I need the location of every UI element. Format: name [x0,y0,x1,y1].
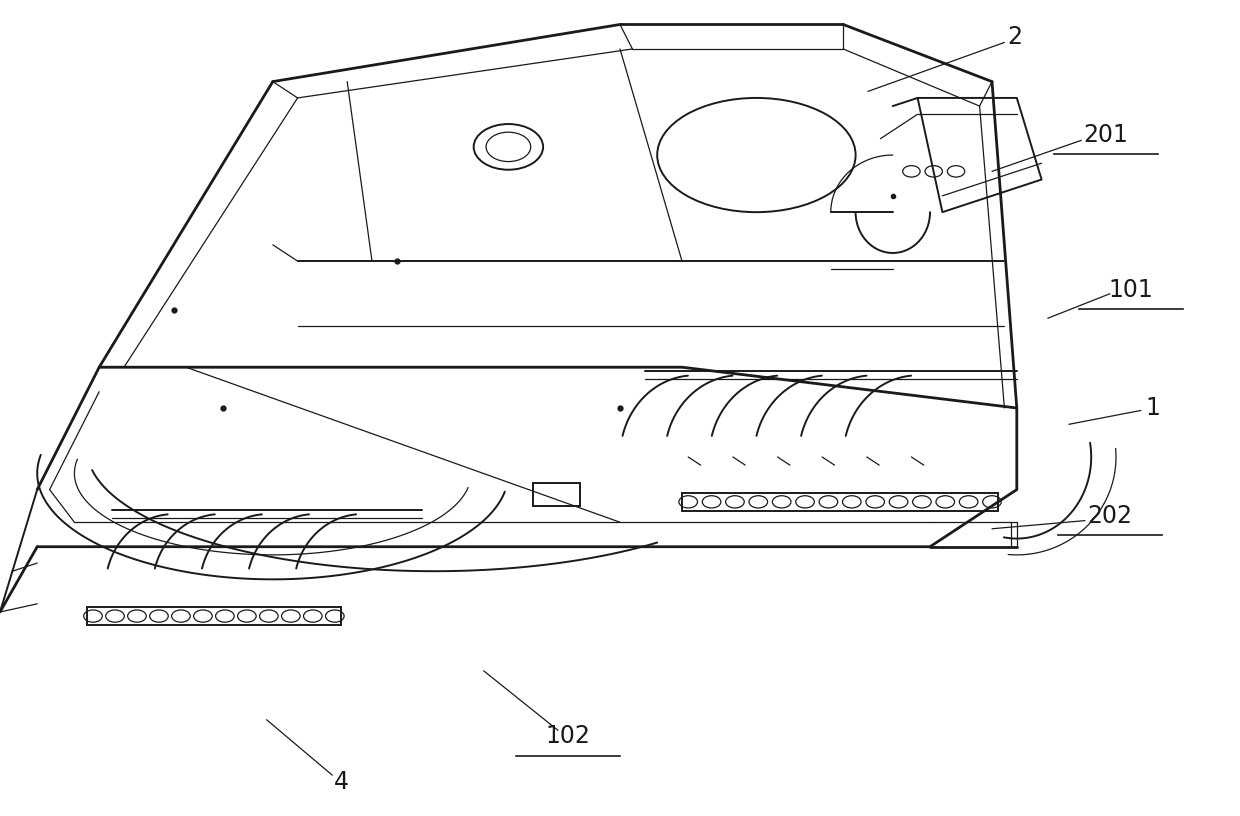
Bar [533,483,580,506]
Text: 2: 2 [1007,24,1022,49]
Bar [682,493,998,511]
Text: 1: 1 [1146,396,1161,420]
Text: 4: 4 [334,769,348,794]
Text: 101: 101 [1109,277,1153,302]
Text: 102: 102 [546,724,590,748]
Bar [87,607,341,625]
Text: 202: 202 [1087,503,1132,528]
Text: 201: 201 [1084,122,1128,147]
